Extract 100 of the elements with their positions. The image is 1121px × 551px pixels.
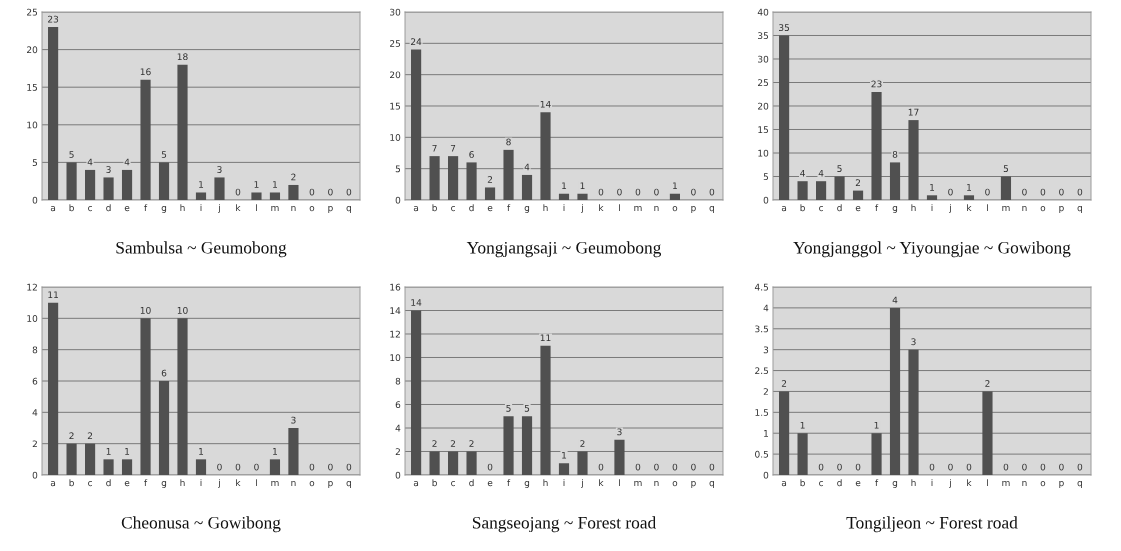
data-label: 14: [540, 101, 551, 108]
bar: [121, 459, 133, 475]
x-tick-label: g: [161, 480, 167, 488]
bar: [577, 193, 588, 200]
data-label: 8: [506, 138, 511, 146]
bar: [521, 416, 533, 475]
y-tick-label: 30: [758, 55, 769, 63]
x-tick-label: n: [1022, 205, 1027, 212]
x-tick-label: f: [144, 479, 148, 487]
x-tick-label: a: [413, 480, 419, 487]
y-tick-label: 40: [757, 8, 769, 16]
x-tick-label: h: [180, 204, 185, 212]
data-label: 4: [524, 163, 530, 171]
data-label: 0: [635, 188, 641, 196]
data-label: 0: [217, 463, 222, 471]
data-label: 1: [273, 448, 277, 455]
y-tick-label: 10: [390, 134, 401, 141]
bar: [158, 381, 170, 475]
data-label: 0: [654, 463, 659, 471]
bar: [779, 391, 790, 475]
data-label: 1: [800, 421, 805, 429]
bar: [84, 169, 96, 200]
x-tick-label: f: [875, 204, 879, 212]
y-tick-label: 10: [758, 149, 769, 157]
bar: [540, 345, 551, 475]
data-label: 0: [966, 463, 972, 471]
x-tick-label: c: [451, 205, 455, 212]
data-label: 1: [106, 448, 111, 455]
data-label: 2: [432, 440, 437, 447]
data-label: 0: [346, 188, 352, 196]
x-tick-label: i: [563, 479, 565, 487]
x-tick-label: l: [987, 204, 988, 212]
bar: [466, 162, 477, 200]
data-label: 0: [1077, 463, 1083, 471]
data-label: 0: [598, 188, 604, 196]
data-label: 2: [781, 380, 787, 387]
bar: [140, 318, 151, 475]
x-tick-label: c: [451, 480, 455, 487]
y-tick-label: 6: [395, 401, 401, 409]
x-tick-label: l: [256, 479, 257, 487]
x-tick-label: q: [1077, 480, 1082, 488]
x-tick-label: f: [144, 204, 148, 212]
bar: [577, 451, 588, 475]
y-tick-label: 4: [32, 409, 38, 416]
data-label: 2: [291, 173, 296, 181]
data-label: 1: [562, 452, 567, 459]
data-label: 16: [140, 68, 151, 76]
data-label: 5: [1003, 165, 1009, 172]
data-label: 1: [199, 181, 204, 188]
data-label: 5: [524, 405, 530, 412]
y-tick-label: 0.5: [755, 450, 769, 458]
x-tick-label: p: [1059, 205, 1064, 213]
bar: [558, 463, 570, 475]
x-tick-label: d: [106, 479, 111, 487]
y-tick-label: 20: [390, 71, 401, 79]
x-tick-label: h: [180, 479, 185, 487]
data-label: 35: [779, 24, 790, 31]
x-tick-label: h: [911, 479, 916, 487]
x-tick-label: o: [672, 480, 678, 487]
text: Yongjanggol ~ Yiyoungjae ~ Gowibong: [793, 241, 1071, 258]
bar: [429, 156, 440, 200]
x-tick-label: j: [949, 479, 951, 488]
x-tick-label: i: [563, 204, 565, 212]
x-tick-label: j: [581, 204, 583, 213]
bar: [614, 439, 625, 475]
x-tick-label: n: [1022, 480, 1027, 487]
x-tick-label: c: [819, 480, 823, 487]
x-tick-label: d: [837, 479, 842, 487]
y-tick-label: 8: [395, 377, 401, 385]
y-tick-label: 0: [763, 196, 769, 204]
bar: [815, 181, 827, 200]
x-tick-label: e: [487, 480, 493, 487]
x-tick-label: p: [691, 205, 696, 213]
data-label: 5: [506, 405, 511, 412]
bar: [540, 112, 551, 200]
data-label: 2: [855, 179, 861, 186]
bar: [963, 195, 975, 200]
bar: [447, 156, 459, 200]
data-label: 4: [87, 158, 93, 166]
bar: [852, 190, 864, 200]
data-label: 11: [540, 334, 551, 342]
bar: [121, 169, 133, 200]
data-label: 24: [411, 38, 422, 45]
bar: [834, 176, 845, 200]
x-tick-label: b: [69, 479, 74, 487]
x-tick-label: k: [236, 479, 241, 487]
x-tick-label: l: [256, 204, 257, 212]
data-label: 4: [892, 296, 898, 304]
data-label: 0: [1040, 188, 1046, 196]
y-tick-label: 25: [758, 79, 769, 87]
x-tick-label: p: [691, 480, 696, 488]
data-label: 0: [235, 463, 241, 471]
bar: [140, 79, 151, 200]
x-tick-label: f: [507, 204, 511, 212]
data-label: 0: [1040, 463, 1046, 471]
data-label: 0: [654, 188, 659, 196]
data-label: 1: [125, 448, 130, 455]
data-label: 0: [1022, 463, 1027, 471]
data-label: 0: [1003, 463, 1009, 471]
x-tick-label: m: [271, 480, 279, 487]
